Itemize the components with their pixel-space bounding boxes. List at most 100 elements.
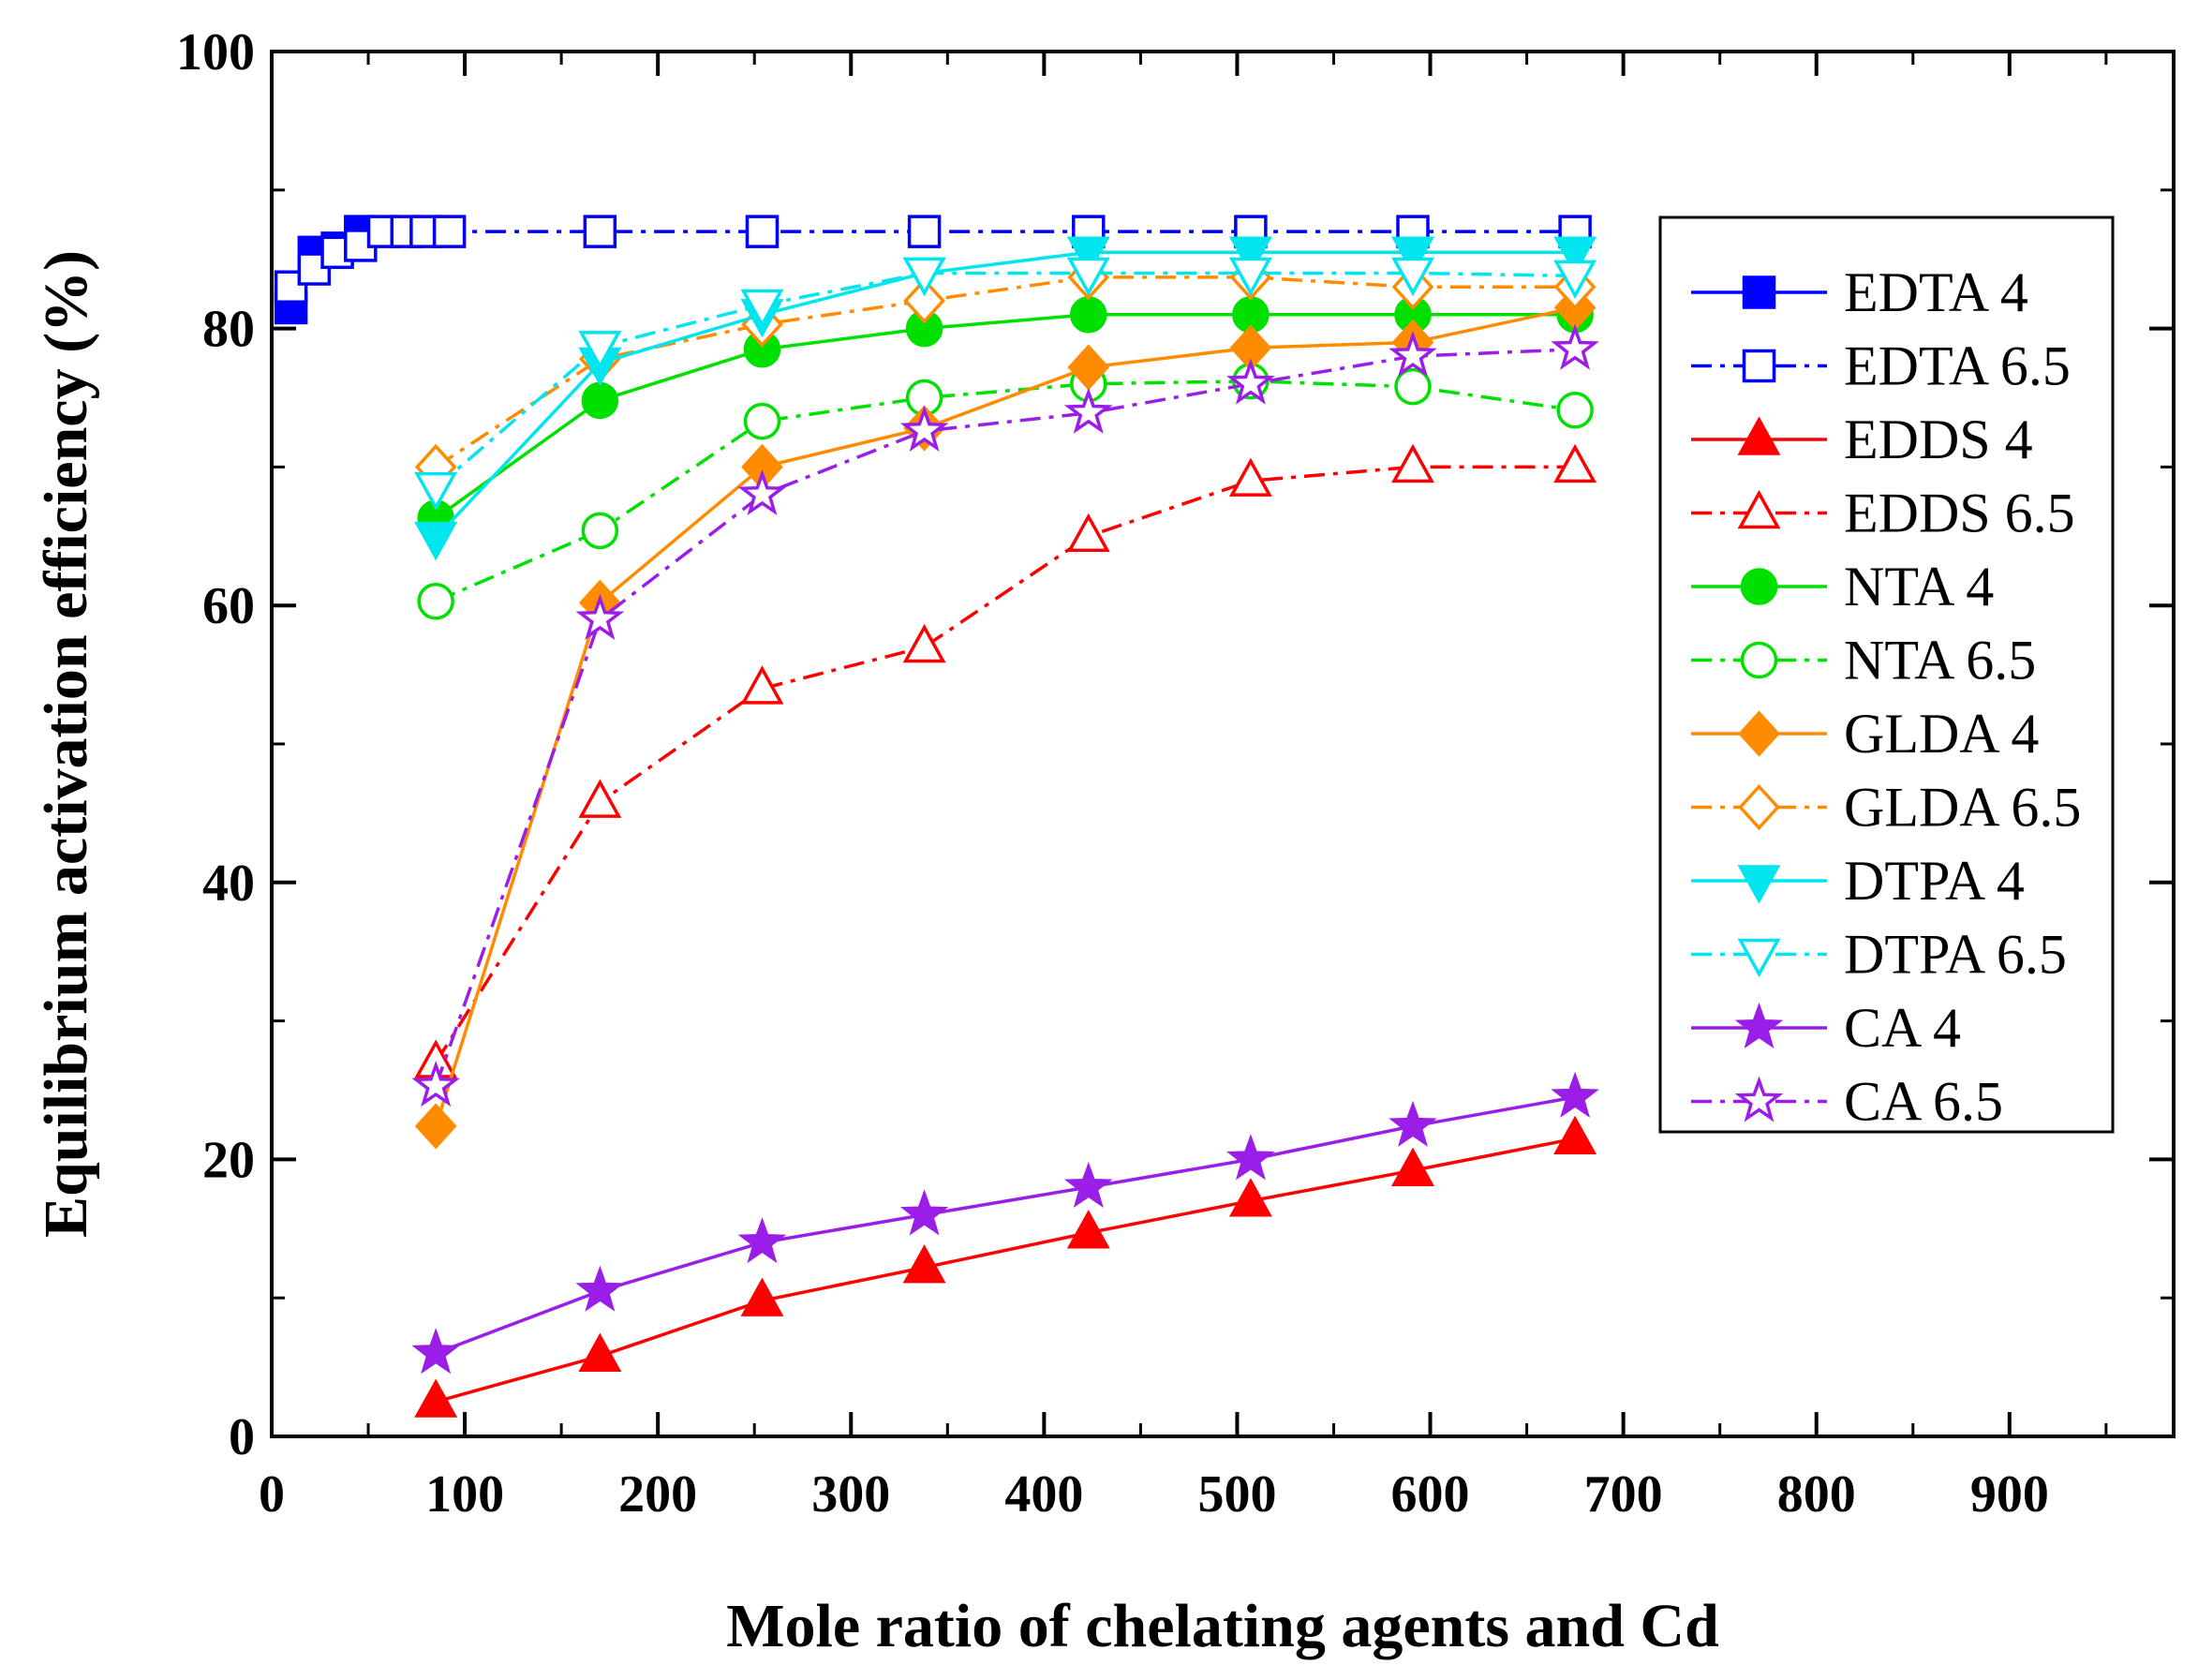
data-point-circle [417,583,454,620]
data-point-triangle-up [1391,1147,1434,1186]
axis-tick-labels: 0 100 200 300 400 500 600 700 800 900 0 20 40 60 80 100 [176,23,2049,1524]
data-point-star [575,1265,625,1312]
series-edds-4 [414,1115,1597,1418]
data-point-triangle-up [578,779,622,818]
x-axis-title: Mole ratio of chelating agents and Cd [726,1592,1719,1660]
data-point-circle [1556,392,1594,429]
legend-entry: CA 6.5 [1691,1071,2003,1133]
series-line [435,379,1576,603]
data-point-star [1063,387,1113,434]
data-point-triangle-up [740,1277,784,1316]
legend-label: CA 6.5 [1844,1071,2003,1133]
y-tick-label: 20 [202,1131,255,1189]
legend-marker-triangle-down [1737,865,1781,904]
series-ca-4 [411,1071,1599,1375]
x-tick-label: 700 [1584,1465,1663,1524]
y-tick-label: 80 [202,301,255,359]
data-point-circle [743,402,781,440]
x-tick-label: 300 [811,1465,890,1524]
data-point-circle [1394,367,1432,406]
legend-label: EDDS 4 [1844,409,2033,470]
data-point-star [1226,358,1275,405]
data-point-triangle-up [578,1332,622,1373]
y-axis-title: Equilibrium activation efficiency (%) [32,250,100,1238]
series-edds-6-5 [414,443,1597,1078]
legend-entry: CA 4 [1691,997,1961,1059]
data-point-square [432,215,467,248]
series-ca-6-5 [411,323,1599,1108]
data-point-triangle-up [740,665,784,705]
data-point-triangle-up [1228,457,1272,497]
data-point-triangle-up [1066,1210,1110,1249]
data-point-triangle-down [1553,236,1597,275]
series-line [435,275,1576,468]
legend-marker-square [1742,349,1776,383]
series-line [434,465,1576,1063]
legend-entry: DTPA 6.5 [1691,924,2067,986]
series-line [434,250,1576,539]
legend-marker-circle [1740,568,1778,605]
data-point-triangle-up [902,623,946,663]
data-point-star [1389,1100,1437,1147]
data-point-triangle-down [414,471,458,512]
data-point-diamond [414,1103,457,1150]
legend-marker-square [1742,275,1776,309]
data-point-triangle-down [1391,236,1434,275]
x-tick-label: 400 [1004,1465,1083,1524]
legend-label: NTA 6.5 [1844,630,2036,691]
data-point-triangle-down [578,331,622,370]
y-tick-label: 0 [229,1408,255,1466]
legend-entry: DTPA 4 [1691,850,2025,912]
data-point-star [737,1216,787,1264]
data-point-star [411,1328,461,1375]
legend-entry: GLDA 6.5 [1691,777,2081,839]
x-tick-label: 500 [1197,1465,1276,1524]
legend-entry: EDTA 6.5 [1691,335,2071,397]
legend-entry: NTA 4 [1691,556,1994,617]
y-tick-label: 100 [176,23,255,82]
legend: EDTA 4 EDTA 6.5 EDDS 4 EDDS 6.5 NTA 4 NTA 6.5… [1658,216,2115,1134]
legend-label: CA 4 [1844,997,1961,1059]
data-point-triangle-down [1228,257,1272,297]
data-point-triangle-down [1553,260,1597,300]
x-tick-label: 800 [1777,1465,1856,1524]
data-point-star [411,1060,461,1108]
data-point-square [583,215,617,248]
legend-marker-star [1734,1002,1784,1048]
data-point-triangle-up [1391,443,1434,483]
legend-marker-triangle-down [1737,938,1781,978]
x-tick-label: 600 [1391,1465,1470,1524]
data-point-triangle-down [1391,257,1434,297]
series-nta-6-5 [417,363,1594,620]
legend-marker-star [1734,1076,1784,1122]
x-tick-label: 100 [425,1465,504,1524]
data-point-star [575,593,625,641]
legend-marker-diamond [1738,710,1780,757]
legend-label: EDDS 6.5 [1844,483,2075,544]
data-point-triangle-down [414,522,458,561]
data-point-triangle-down [902,257,946,297]
series-dtpa-6-5 [414,257,1597,512]
data-point-star [1063,1161,1113,1208]
series-edta-6-5 [274,215,1592,305]
legend-label: DTPA 6.5 [1844,924,2067,986]
legend-entry: EDTA 4 [1691,261,2028,323]
data-point-triangle-down [740,289,784,329]
legend-marker-triangle-up [1737,416,1781,455]
data-point-triangle-up [1553,1115,1597,1154]
axis-ticks [270,50,2174,1438]
data-point-circle [581,512,619,550]
x-tick-label: 900 [1970,1465,2049,1524]
x-tick-label: 0 [259,1465,285,1524]
data-point-triangle-down [1066,236,1110,275]
data-point-square [745,215,780,248]
series-line [435,313,1576,520]
data-point-star [1226,1134,1275,1181]
data-point-star [1551,323,1599,370]
x-tick-label: 200 [618,1465,697,1524]
y-tick-label: 60 [202,577,255,635]
data-point-triangle-up [1228,1178,1272,1217]
data-point-triangle-up [1553,443,1597,483]
legend-label: GLDA 4 [1844,703,2039,765]
